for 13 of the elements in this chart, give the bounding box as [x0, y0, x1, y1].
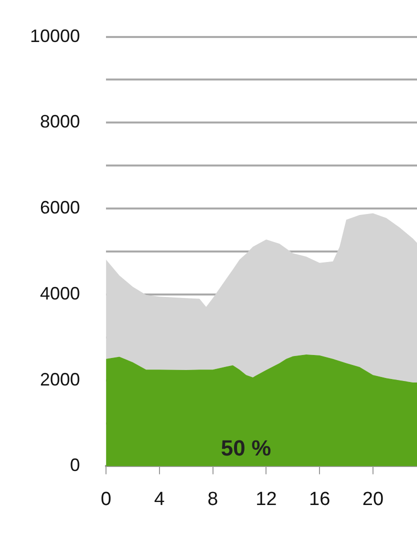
x-tick-label: 16: [309, 488, 330, 510]
x-tick-label: 8: [208, 488, 218, 510]
y-tick-label: 10000: [30, 26, 80, 46]
x-tick-label: 20: [362, 488, 384, 510]
x-tick-label: 4: [154, 488, 166, 510]
y-tick-label: 4000: [40, 283, 80, 304]
y-tick-label: 8000: [40, 112, 80, 132]
y-tick-label: 0: [70, 455, 80, 476]
y-tick-label: 2000: [40, 369, 80, 390]
x-tick-label: 12: [256, 488, 277, 510]
annotation: 50 %: [220, 435, 272, 460]
x-tick-label: 0: [100, 488, 112, 510]
y-tick-label: 6000: [40, 198, 80, 218]
